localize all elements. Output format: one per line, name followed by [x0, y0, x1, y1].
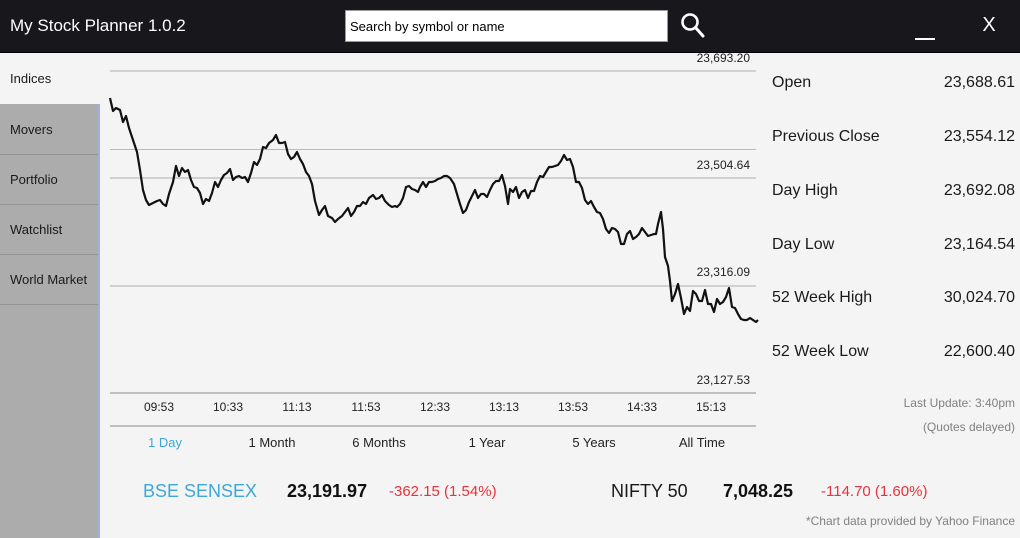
tab-all-time[interactable]: All Time — [678, 435, 726, 450]
grid-line — [110, 285, 756, 287]
stat-value-open: 23,688.61 — [943, 74, 1015, 91]
app-title: My Stock Planner 1.0.2 — [10, 16, 186, 35]
x-axis-label: 14:33 — [626, 400, 658, 414]
stat-label-day-high: Day High — [772, 182, 838, 199]
grid-line — [110, 70, 756, 72]
last-update-text: Last Update: 3:40pm — [903, 396, 1015, 410]
y-axis-label: 23,127.53 — [696, 373, 750, 387]
search-button[interactable] — [680, 12, 706, 40]
stat-label-previous-close: Previous Close — [772, 128, 880, 145]
tab-1-year[interactable]: 1 Year — [468, 435, 506, 450]
x-axis-label: 10:33 — [212, 400, 244, 414]
previous-close-line — [110, 149, 756, 150]
stat-label-52-week-high: 52 Week High — [772, 289, 873, 306]
tab-6-months[interactable]: 6 Months — [352, 435, 406, 450]
y-axis-label: 23,504.64 — [696, 158, 750, 172]
minimize-icon — [915, 38, 935, 40]
sidebar-item-indices[interactable]: Indices — [0, 54, 100, 104]
magnifier-icon — [681, 13, 705, 38]
x-axis-label: 09:53 — [143, 400, 175, 414]
grid-line — [110, 177, 756, 179]
tab-5-years[interactable]: 5 Years — [572, 435, 616, 450]
stat-value-day-high: 23,692.08 — [943, 182, 1015, 199]
x-axis-line — [110, 392, 756, 394]
index-change-sensex: -362.15 (1.54%) — [389, 483, 497, 500]
y-axis-label: 23,316.09 — [696, 265, 750, 279]
y-axis-label: 23,693.20 — [696, 51, 750, 65]
sidebar-item-world-market[interactable]: World Market — [0, 255, 98, 305]
x-axis-label: 12:33 — [419, 400, 451, 414]
price-chart: 23,693.20 23,504.64 23,316.09 23,127.53 — [100, 51, 760, 414]
data-source-footnote: *Chart data provided by Yahoo Finance — [805, 514, 1015, 528]
x-axis-label: 13:53 — [557, 400, 589, 414]
index-value-sensex: 23,191.97 — [287, 481, 368, 501]
close-button[interactable]: X — [982, 14, 996, 36]
stat-value-52-week-high: 30,024.70 — [943, 289, 1015, 306]
x-axis-label: 11:53 — [351, 400, 381, 414]
stat-label-open: Open — [772, 74, 812, 91]
index-name-sensex[interactable]: BSE SENSEX — [143, 481, 258, 501]
stat-value-previous-close: 23,554.12 — [943, 128, 1015, 145]
x-axis-label: 15:13 — [695, 400, 727, 414]
x-axis-label: 11:13 — [282, 400, 312, 414]
sidebar-item-movers[interactable]: Movers — [0, 105, 98, 155]
tab-1-day[interactable]: 1 Day — [148, 435, 182, 450]
stat-value-day-low: 23,164.54 — [943, 236, 1015, 253]
tab-1-month[interactable]: 1 Month — [248, 435, 296, 450]
minimize-button[interactable] — [910, 12, 940, 42]
x-axis-label: 13:13 — [488, 400, 520, 414]
stat-value-52-week-low: 22,600.40 — [943, 343, 1015, 360]
sidebar-nav: Indices Movers Portfolio Watchlist World… — [0, 54, 100, 538]
stat-label-52-week-low: 52 Week Low — [772, 343, 869, 360]
range-tabs-divider — [110, 425, 756, 427]
price-line — [108, 97, 759, 324]
search-input[interactable] — [345, 10, 668, 42]
index-change-nifty: -114.70 (1.60%) — [821, 483, 928, 500]
title-bar: My Stock Planner 1.0.2 X — [0, 0, 1020, 53]
index-value-nifty: 7,048.25 — [723, 481, 794, 501]
quotes-delayed-text: (Quotes delayed) — [922, 420, 1015, 434]
sidebar-item-watchlist[interactable]: Watchlist — [0, 205, 98, 255]
index-name-nifty[interactable]: NIFTY 50 — [611, 481, 688, 501]
stat-label-day-low: Day Low — [772, 236, 835, 253]
sidebar-item-portfolio[interactable]: Portfolio — [0, 155, 98, 205]
